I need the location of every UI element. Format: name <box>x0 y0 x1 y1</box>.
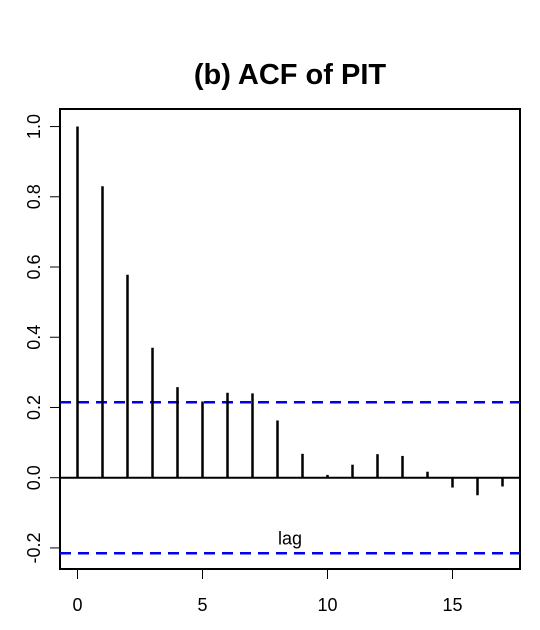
chart-title: (b) ACF of PIT <box>194 59 386 91</box>
y-tick-label-0.0: 0.0 <box>24 465 44 490</box>
x-tick-label-10: 10 <box>317 595 337 615</box>
annotation-0: lag <box>278 528 302 548</box>
y-tick-label-0.8: 0.8 <box>24 184 44 209</box>
acf-bars <box>60 126 520 496</box>
y-tick-label--0.2: -0.2 <box>24 532 44 563</box>
confidence-bounds <box>60 400 520 555</box>
x-axis: 0 5 10 15 <box>72 568 463 615</box>
y-tick-label-0.4: 0.4 <box>24 325 44 350</box>
plot-frame <box>59 108 521 570</box>
y-tick-label-1.0: 1.0 <box>24 114 44 139</box>
x-tick-label-0: 0 <box>72 595 82 615</box>
x-tick-label-5: 5 <box>197 595 207 615</box>
y-axis: -0.2 0.0 0.2 0.4 0.6 0.8 1.0 <box>24 114 61 563</box>
y-tick-label-0.2: 0.2 <box>24 395 44 420</box>
x-tick-label-15: 15 <box>442 595 462 615</box>
annotations: lag <box>278 528 302 548</box>
y-tick-label-0.6: 0.6 <box>24 254 44 279</box>
